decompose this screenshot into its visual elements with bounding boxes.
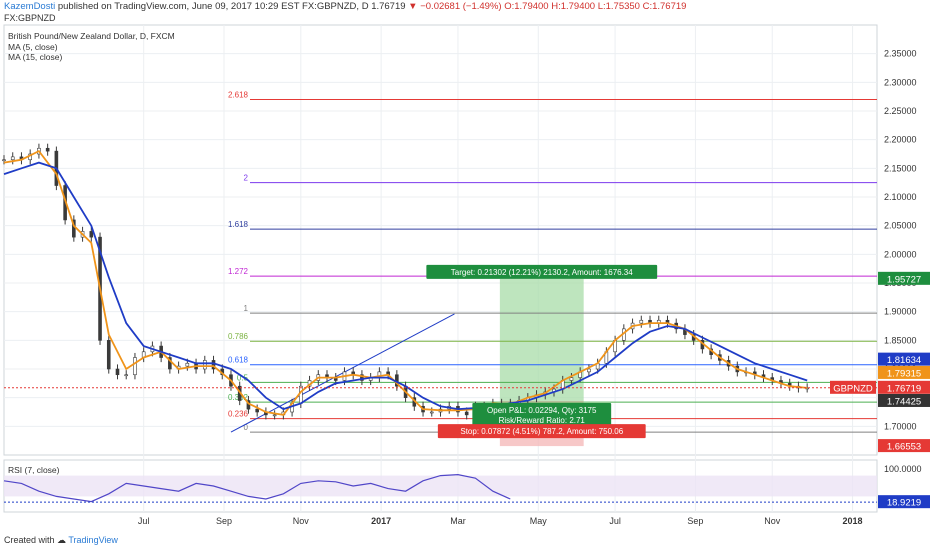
candle-body — [299, 385, 303, 404]
price-axis-badge — [878, 271, 930, 285]
candle-body — [72, 219, 76, 238]
y-tick-label: 2.30000 — [884, 77, 917, 87]
stop-label-bg — [437, 424, 646, 439]
candle-body — [202, 360, 207, 370]
symbol-line: FX:GBPNZD — [4, 13, 56, 23]
fib-level-label: 1.272 — [228, 267, 249, 276]
x-tick-label: May — [530, 516, 548, 526]
rsi-current-value: 18.9219 — [887, 498, 921, 509]
ma15-line — [3, 161, 808, 411]
target-label-bg — [426, 264, 658, 279]
y-tick-label: 1.85000 — [884, 335, 917, 345]
rsi-band — [4, 475, 877, 497]
quote-change: −0.02681 (−1.49%) — [420, 1, 502, 12]
price-axis-value: 1.66553 — [887, 442, 921, 453]
x-tick-label: Nov — [764, 516, 781, 526]
y-tick-label: 2.15000 — [884, 163, 917, 173]
candle-body — [255, 408, 259, 413]
x-tick-label: 2017 — [371, 516, 391, 526]
symbol-badge: GBPNZD — [833, 383, 873, 394]
symbol-badge-bg — [830, 380, 876, 394]
price-axis-value: 1.76719 — [887, 383, 921, 394]
quote-price: FX:GBPNZD, D 1.76719 — [302, 1, 406, 12]
candle-body — [639, 319, 644, 324]
ma5-line — [3, 149, 808, 416]
price-axis-badge — [878, 393, 930, 407]
y-tick-label: 2.10000 — [884, 192, 917, 202]
pnl-label: Open P&L: 0.02294, Qty: 3175 — [487, 406, 597, 415]
rsi-top-label: 100.0000 — [884, 464, 922, 474]
x-tick-label: 2018 — [843, 516, 863, 526]
candle-body — [2, 159, 6, 162]
fib-level-label: 0.786 — [228, 332, 249, 341]
x-tick-label: Jul — [609, 516, 621, 526]
candle-body — [106, 340, 111, 370]
candle-body — [587, 368, 591, 373]
candle-body — [429, 411, 434, 414]
x-tick-label: Sep — [216, 516, 232, 526]
x-tick-label: Sep — [687, 516, 703, 526]
price-axis-value: 1.81634 — [887, 355, 921, 366]
candle-body — [89, 231, 94, 238]
quote-change-arrow-icon: ▼ — [408, 1, 418, 12]
candle-body — [360, 374, 364, 381]
y-tick-label: 2.35000 — [884, 49, 917, 59]
pnl-label: Risk/Reward Ratio: 2.71 — [499, 416, 586, 425]
stop-label: Stop: 0.07872 (4.51%) 787.2, Amount: 750… — [460, 427, 623, 436]
candle-body — [185, 362, 190, 367]
publish-header: KazemDosti published on TradingView.com,… — [4, 1, 686, 12]
fib-level-label: 2.618 — [228, 91, 249, 100]
y-tick-label: 2.00000 — [884, 249, 917, 259]
price-axis-badge — [878, 439, 930, 453]
price-pane — [3, 24, 878, 456]
x-tick-label: Nov — [293, 516, 310, 526]
candle-body — [133, 357, 137, 376]
x-tick-label: Mar — [450, 516, 466, 526]
price-axis-badge — [878, 352, 930, 366]
candle-body — [272, 414, 277, 417]
fib-level-label: 0.236 — [228, 410, 249, 419]
fib-level-label: 0.5 — [237, 373, 249, 382]
target-label: Target: 0.21302 (12.21%) 2130.2, Amount:… — [451, 268, 633, 277]
quote-ohlc: O:1.79400 H:1.79400 L:1.75350 C:1.76719 — [504, 1, 687, 12]
x-tick-label: Jul — [138, 516, 150, 526]
fib-level-label: 2 — [244, 174, 249, 183]
price-axis-value: 1.79315 — [887, 368, 921, 379]
candle-body — [10, 156, 15, 161]
candle-body — [168, 357, 172, 370]
y-tick-label: 2.05000 — [884, 221, 917, 231]
legend-ma5[interactable]: MA (5, close) — [8, 42, 58, 52]
legend-rsi[interactable]: RSI (7, close) — [8, 465, 60, 475]
price-axis-value: 1.74425 — [887, 396, 921, 407]
footer-created-with: Created with — [4, 535, 55, 545]
footer-brand[interactable]: TradingView — [68, 535, 118, 545]
rsi-line — [3, 473, 511, 503]
pnl-label-bg — [472, 402, 612, 427]
fib-level-label: 0 — [244, 423, 249, 432]
fib-level-label: 1.618 — [228, 220, 249, 229]
candle-body — [45, 147, 50, 152]
author-name[interactable]: KazemDosti — [4, 1, 56, 12]
y-tick-label: 1.90000 — [884, 307, 917, 317]
y-tick-label: 2.25000 — [884, 106, 917, 116]
footer: Created with ☁ TradingView — [4, 535, 118, 546]
tradingview-logo-icon: ☁ — [57, 535, 67, 545]
fib-level-label: 0.618 — [228, 356, 249, 365]
candle-body — [569, 377, 574, 381]
y-tick-label: 2.20000 — [884, 135, 917, 145]
candle-body — [115, 368, 120, 376]
legend-ma15[interactable]: MA (15, close) — [8, 52, 63, 62]
fib-level-label: 1 — [244, 304, 249, 313]
published-text: published on TradingView.com, June 09, 2… — [57, 1, 300, 12]
y-tick-label: 1.70000 — [884, 421, 917, 431]
rsi-current-badge — [878, 495, 930, 509]
candle-body — [124, 374, 129, 377]
price-axis-value: 1.95727 — [887, 274, 921, 285]
price-axis-badge — [878, 380, 930, 394]
legend-chart-title: British Pound/New Zealand Dollar, D, FXC… — [8, 31, 175, 41]
candle-body — [464, 411, 469, 416]
price-axis-badge — [878, 365, 930, 379]
